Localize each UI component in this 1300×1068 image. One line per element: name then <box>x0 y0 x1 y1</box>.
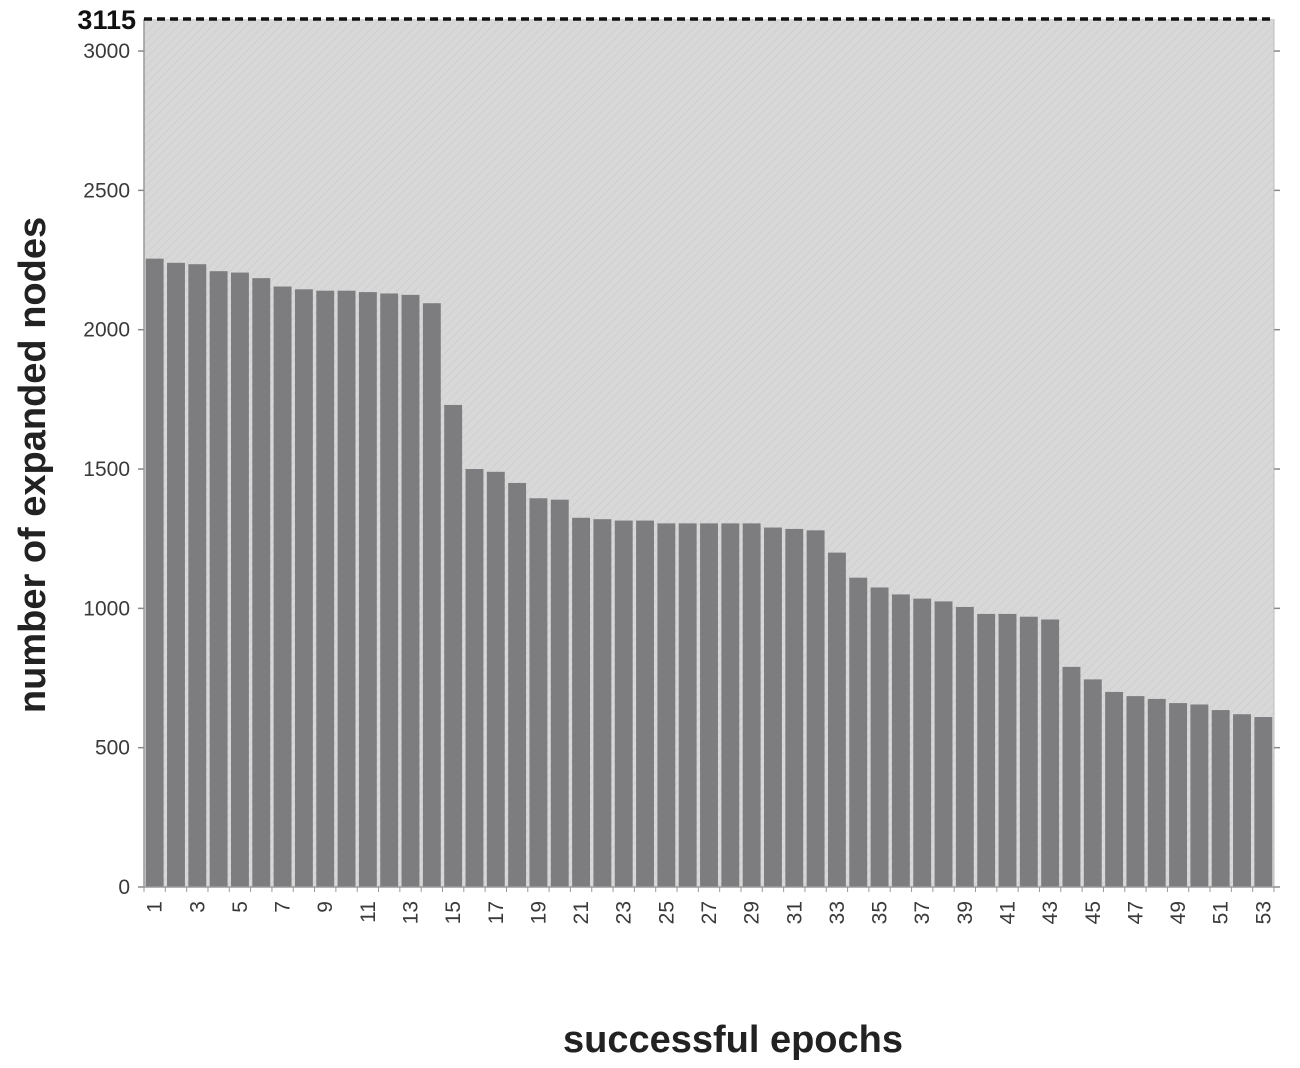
bar <box>1083 679 1102 887</box>
x-tick-label: 43 <box>1039 901 1062 924</box>
bar <box>827 552 846 887</box>
bar <box>1041 619 1060 887</box>
x-tick-label: 39 <box>954 901 977 924</box>
bar <box>1254 717 1273 887</box>
bar <box>188 264 207 888</box>
y-tick-label: 3000 <box>83 40 130 63</box>
x-tick-label: 17 <box>485 901 508 924</box>
x-tick-label: 9 <box>314 901 337 913</box>
bar <box>167 262 185 887</box>
x-tick-label: 53 <box>1252 901 1275 924</box>
bar <box>145 258 164 887</box>
bar <box>1211 710 1230 887</box>
x-tick-label: 1 <box>144 901 167 913</box>
bar <box>785 528 804 887</box>
bar <box>764 527 782 887</box>
x-tick-label: 13 <box>400 901 423 924</box>
bar <box>465 469 484 887</box>
bar <box>870 587 889 887</box>
x-tick-label: 11 <box>357 901 380 923</box>
bar <box>337 290 356 887</box>
x-tick-label: 37 <box>911 901 934 924</box>
x-tick-label: 47 <box>1124 901 1147 924</box>
bar <box>1147 698 1166 887</box>
reference-line-label: 3115 <box>77 5 136 35</box>
x-tick-label: 29 <box>741 901 764 924</box>
bar <box>678 523 697 887</box>
bar <box>316 290 335 887</box>
x-axis-title: successful epochs <box>563 1019 903 1061</box>
x-tick-label: 45 <box>1082 901 1105 924</box>
bar <box>444 404 463 887</box>
x-tick-label: 5 <box>229 901 252 913</box>
bar <box>1019 616 1038 887</box>
x-axis: 1 3 5 7 9 11 13 15 17 19 21 23 25 27 29 31 33 35 37 39 41 43 4… <box>143 886 1275 924</box>
bar <box>955 606 974 887</box>
bar <box>934 601 953 887</box>
bars-group <box>145 258 1273 888</box>
x-tick-label: 25 <box>655 901 678 924</box>
bar <box>1190 704 1209 887</box>
y-tick-label: 1500 <box>83 458 130 481</box>
bar <box>742 523 761 887</box>
x-tick-label: 19 <box>527 901 550 924</box>
bar <box>550 499 569 887</box>
bar <box>891 594 910 887</box>
bar <box>273 286 292 887</box>
bar <box>401 294 420 887</box>
bar <box>1105 691 1124 887</box>
x-tick-label: 41 <box>996 901 1019 924</box>
bar <box>1126 696 1145 887</box>
reference-line-group: 3115 <box>77 5 1274 35</box>
x-tick-label: 35 <box>869 901 892 924</box>
y-axis: 0 500 1000 1500 2000 2500 3000 <box>83 19 1280 899</box>
bar <box>486 471 505 887</box>
x-tick-label: 31 <box>783 901 806 924</box>
bar <box>380 293 399 888</box>
x-tick-label: 21 <box>570 901 593 924</box>
bar <box>636 520 654 887</box>
bar <box>721 523 740 887</box>
bar <box>1233 714 1251 887</box>
bar <box>508 482 527 887</box>
bar <box>252 278 271 887</box>
bar <box>977 613 996 887</box>
bar <box>614 520 633 887</box>
bar <box>657 523 676 887</box>
bar <box>849 577 868 887</box>
bar <box>294 289 313 887</box>
x-tick-label: 23 <box>613 901 636 924</box>
x-tick-label: 33 <box>826 901 849 924</box>
y-tick-label: 500 <box>95 737 130 760</box>
x-tick-label: 7 <box>272 901 295 913</box>
bar <box>913 598 932 887</box>
bar <box>209 271 228 887</box>
bar <box>1062 666 1081 887</box>
y-tick-label: 2000 <box>83 319 130 342</box>
bar <box>422 303 441 888</box>
bar <box>572 517 591 887</box>
bar <box>358 292 377 888</box>
y-axis-title: number of expanded nodes <box>12 217 54 713</box>
y-tick-label: 0 <box>118 876 130 899</box>
bar <box>700 523 718 887</box>
bar <box>998 613 1017 887</box>
x-tick-label: 49 <box>1167 901 1190 924</box>
x-tick-label: 3 <box>186 901 209 913</box>
bar <box>593 519 612 887</box>
y-tick-label: 2500 <box>83 179 130 202</box>
x-tick-label: 15 <box>442 901 465 924</box>
bar <box>1169 703 1188 887</box>
bar <box>230 272 249 887</box>
bar <box>806 530 825 887</box>
y-tick-label: 1000 <box>83 597 130 620</box>
bar <box>529 498 548 887</box>
x-tick-label: 51 <box>1210 901 1233 924</box>
x-tick-label: 27 <box>698 901 721 924</box>
